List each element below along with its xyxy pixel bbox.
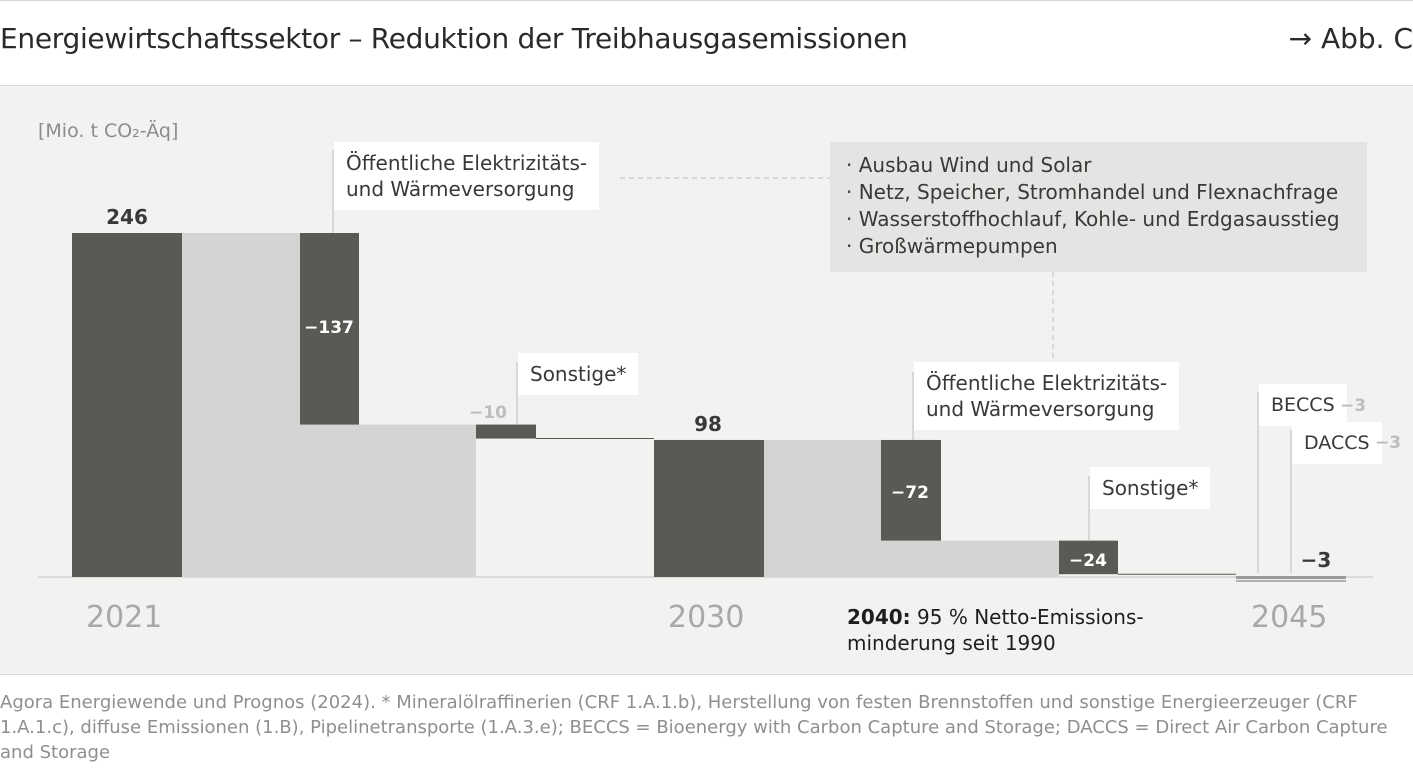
- measures-box: · Ausbau Wind und Solar · Netz, Speicher…: [830, 142, 1367, 272]
- value-label-2030: 98: [694, 412, 722, 436]
- bar-delta: [881, 439, 941, 541]
- callout-sonstige-2030: Sonstige*: [1090, 467, 1211, 509]
- band-before-delta: [764, 439, 881, 577]
- callout-public-supply-2030: Öffentliche Elektrizitäts- und Wärmevers…: [914, 362, 1180, 430]
- beccs-value-label: −3: [1340, 396, 1367, 416]
- callout-sonstige-2021: Sonstige*: [518, 353, 639, 395]
- measure-item: · Netz, Speicher, Stromhandel und Flexna…: [846, 180, 1339, 204]
- measure-item: · Großwärmepumpen: [846, 234, 1058, 258]
- band-before-delta: [182, 233, 300, 577]
- unit-label: [Mio. t CO₂-Äq]: [38, 120, 179, 142]
- daccs-value-label: −3: [1375, 433, 1402, 453]
- top-rule: [0, 0, 1413, 1]
- bar-delta: [300, 233, 359, 425]
- note-2040: 2040: 95 % Netto-Emissions- minderung se…: [847, 604, 1144, 656]
- chart-title: Energiewirtschaftssektor – Reduktion der…: [0, 22, 908, 55]
- note-2040-line2: minderung seit 1990: [847, 631, 1056, 655]
- value-label-delta: −137: [304, 318, 354, 338]
- source-footnote: Agora Energiewende und Prognos (2024). *…: [0, 692, 1388, 763]
- note-2040-year: 2040:: [847, 605, 911, 629]
- bar-total-2021: [72, 233, 182, 577]
- year-label-2030: 2030: [668, 600, 745, 635]
- note-2040-line1: 95 % Netto-Emissions-: [910, 605, 1144, 629]
- callout-daccs: DACCS: [1292, 422, 1382, 464]
- bar-delta: [476, 424, 536, 439]
- value-label-2045: −3: [1301, 548, 1332, 572]
- value-label-delta: −10: [469, 403, 507, 423]
- band-after-delta: [881, 540, 1059, 577]
- figure-reference-link[interactable]: → Abb. C: [1288, 22, 1413, 55]
- bar-removal-stack: [1236, 580, 1346, 582]
- year-label-2045: 2045: [1251, 600, 1328, 635]
- callout-public-supply-2021: Öffentliche Elektrizitäts- und Wärmevers…: [334, 142, 600, 210]
- value-label-delta: −72: [891, 483, 929, 503]
- year-label-2021: 2021: [86, 600, 163, 635]
- bar-total-2045: [1236, 576, 1346, 579]
- band-after-delta: [300, 424, 476, 577]
- value-label-2021: 246: [106, 205, 148, 229]
- measure-item: · Ausbau Wind und Solar: [846, 153, 1092, 177]
- bar-delta: [1059, 540, 1118, 575]
- bar-total-2030: [654, 439, 764, 577]
- callout-beccs: BECCS: [1259, 384, 1347, 426]
- value-label-delta: −24: [1069, 551, 1107, 571]
- measure-item: · Wasserstoffhochlauf, Kohle- und Erdgas…: [846, 207, 1340, 231]
